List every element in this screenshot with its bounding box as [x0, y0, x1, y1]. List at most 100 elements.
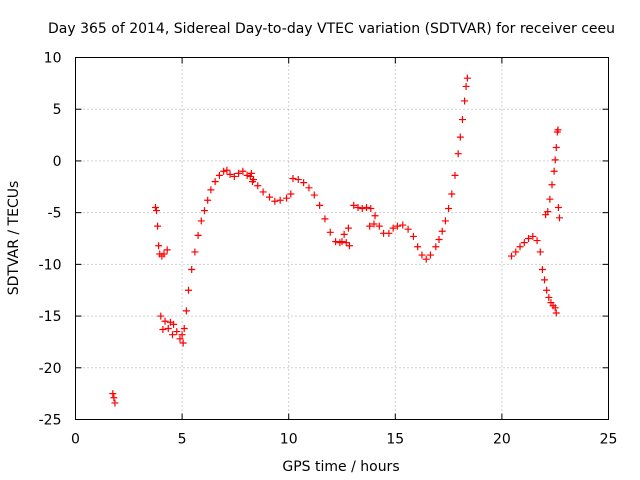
data-point — [180, 324, 188, 332]
data-point — [462, 82, 470, 90]
data-point — [358, 205, 366, 213]
data-point — [247, 169, 255, 177]
data-point — [529, 232, 537, 240]
data-point — [254, 182, 262, 190]
data-point — [154, 222, 162, 230]
data-point — [375, 222, 383, 230]
data-point — [393, 222, 401, 230]
data-point — [551, 156, 559, 164]
data-point — [541, 276, 549, 284]
data-point — [422, 255, 430, 263]
data-point — [110, 394, 118, 402]
data-point — [545, 293, 553, 301]
data-point — [536, 248, 544, 256]
data-point — [170, 320, 178, 328]
y-axis-label: SDTVAR / TECUs — [6, 181, 22, 296]
data-point — [404, 225, 412, 233]
x-tick-label: 0 — [71, 432, 80, 448]
chart-title: Day 365 of 2014, Sidereal Day-to-day VTE… — [48, 21, 615, 37]
data-point — [235, 169, 243, 177]
data-point — [552, 309, 560, 317]
data-point — [164, 324, 172, 332]
axes: 0 5 10 15 20 25 -25 -20 -15 -10 -5 0 5 10 — [39, 51, 618, 448]
data-point — [366, 222, 374, 230]
data-point — [207, 186, 215, 194]
data-point — [163, 246, 171, 254]
data-point — [370, 220, 378, 228]
data-point — [344, 224, 352, 232]
data-point — [160, 250, 168, 258]
data-point — [215, 171, 223, 179]
y-tick-label: -15 — [39, 309, 62, 325]
data-point — [371, 212, 379, 220]
x-tick-label: 10 — [280, 432, 298, 448]
data-point — [438, 227, 446, 235]
data-series — [109, 74, 563, 407]
data-point — [211, 178, 219, 186]
x-tick-label: 5 — [178, 432, 187, 448]
data-point — [287, 190, 295, 198]
data-point — [300, 179, 308, 187]
data-point — [184, 286, 192, 294]
x-tick-label: 20 — [493, 432, 511, 448]
data-point — [294, 176, 302, 184]
data-point — [363, 203, 371, 211]
y-tick-label: -20 — [39, 361, 62, 377]
data-point — [326, 228, 334, 236]
data-point — [153, 207, 161, 215]
data-point — [551, 304, 559, 312]
data-point — [555, 214, 563, 222]
data-point — [354, 203, 362, 211]
data-point — [456, 133, 464, 141]
data-point — [350, 201, 358, 209]
data-point — [458, 116, 466, 124]
data-point — [173, 328, 181, 336]
data-point — [463, 74, 471, 82]
data-point — [445, 205, 453, 213]
grid-lines — [75, 57, 609, 420]
data-point — [191, 248, 199, 256]
data-point — [543, 286, 551, 294]
data-point — [533, 237, 541, 245]
data-point — [169, 331, 177, 339]
x-tick-label: 15 — [386, 432, 404, 448]
data-point — [507, 252, 515, 260]
data-point — [345, 242, 353, 250]
data-point — [367, 205, 375, 213]
data-point — [310, 191, 318, 199]
data-point — [451, 171, 459, 179]
data-point — [248, 178, 256, 186]
data-point — [426, 251, 434, 259]
data-point — [226, 170, 234, 178]
data-point — [389, 224, 397, 232]
data-point — [448, 190, 456, 198]
data-point — [194, 231, 202, 239]
data-point — [178, 331, 186, 339]
data-point — [550, 167, 558, 175]
data-point — [220, 167, 228, 175]
y-tick-label: 0 — [53, 154, 62, 170]
data-point — [520, 239, 528, 247]
data-point — [159, 326, 167, 334]
data-point — [289, 175, 297, 183]
data-point — [223, 166, 231, 174]
data-point — [259, 188, 267, 196]
data-point — [538, 266, 546, 274]
y-tick-label: 10 — [44, 51, 62, 67]
data-point — [432, 243, 440, 251]
data-point — [157, 312, 165, 320]
data-point — [409, 232, 417, 240]
data-point — [246, 172, 254, 180]
data-point — [243, 171, 251, 179]
data-point — [204, 196, 212, 204]
y-tick-label: -10 — [39, 257, 62, 273]
data-point — [176, 335, 184, 343]
data-point — [554, 203, 562, 211]
data-point — [385, 229, 393, 237]
data-point — [340, 230, 348, 238]
x-axis-label: GPS time / hours — [282, 459, 399, 475]
x-tick-label: 25 — [600, 432, 618, 448]
data-point — [151, 203, 159, 211]
data-point — [512, 248, 520, 256]
data-point — [552, 143, 560, 151]
